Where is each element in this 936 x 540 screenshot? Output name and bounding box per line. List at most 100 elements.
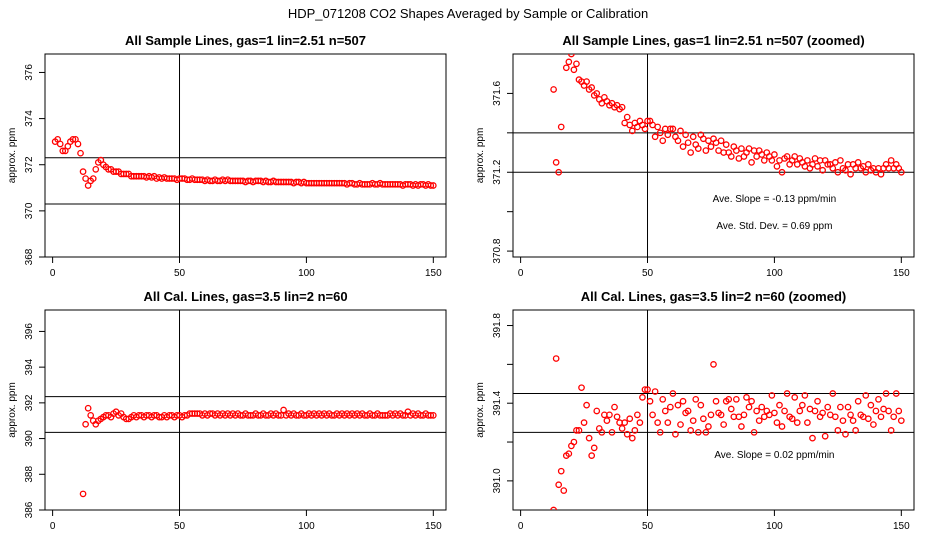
data-point: [651, 388, 659, 395]
x-tick-label: 150: [425, 268, 442, 279]
chart-panel-2: All Sample Lines, gas=1 lin=2.51 n=507 (…: [475, 33, 915, 279]
data-point: [641, 125, 649, 133]
data-point: [842, 166, 849, 174]
data-point: [656, 129, 664, 137]
data-point: [613, 413, 621, 421]
data-point: [684, 139, 692, 147]
data-point: [603, 417, 611, 425]
y-tick-label: 392: [24, 394, 35, 411]
y-tick-label: 396: [24, 323, 35, 340]
data-point: [562, 64, 570, 72]
y-tick-label: 372: [24, 156, 35, 173]
data-point: [778, 168, 786, 176]
data-point: [427, 182, 435, 189]
data-point: [585, 434, 593, 442]
data-point: [877, 413, 885, 421]
data-point: [677, 421, 684, 428]
data-point: [275, 412, 282, 419]
data-point: [611, 403, 618, 411]
data-point: [748, 159, 755, 166]
data-point: [824, 403, 832, 411]
data-point: [717, 411, 725, 419]
x-tick-label: 50: [642, 268, 654, 279]
data-point: [664, 419, 672, 426]
data-point: [712, 397, 720, 405]
data-point: [849, 417, 857, 425]
data-point: [654, 419, 662, 426]
data-point: [573, 427, 580, 434]
data-point: [852, 427, 859, 434]
data-point: [892, 390, 900, 397]
data-point: [560, 487, 568, 494]
y-tick-label: 386: [24, 501, 35, 518]
x-tick-label: 50: [174, 268, 186, 279]
data-point: [814, 397, 821, 405]
x-tick-label: 100: [298, 268, 315, 279]
x-tick-label: 0: [50, 521, 56, 532]
data-point: [557, 123, 565, 131]
x-tick-label: 150: [425, 521, 442, 532]
data-point: [745, 403, 753, 411]
data-point: [768, 157, 776, 164]
data-point: [631, 427, 639, 434]
data-point: [753, 407, 760, 415]
data-point: [682, 131, 689, 139]
data-point: [819, 409, 826, 417]
data-point: [834, 427, 842, 434]
data-point: [819, 166, 826, 174]
data-point: [727, 153, 735, 160]
data-point: [684, 407, 692, 415]
data-point: [743, 394, 750, 401]
data-point: [722, 141, 730, 149]
data-point: [674, 137, 682, 145]
data-point: [590, 444, 598, 452]
panel-title: All Cal. Lines, gas=3.5 lin=2 n=60 (zoom…: [581, 289, 847, 304]
data-point: [778, 423, 786, 430]
data-point: [89, 175, 97, 182]
data-point: [659, 395, 667, 403]
data-point: [771, 151, 778, 158]
data-point: [84, 404, 92, 412]
data-point: [771, 409, 778, 417]
panel-title: All Sample Lines, gas=1 lin=2.51 n=507 (…: [562, 33, 864, 48]
data-points: [79, 404, 437, 498]
data-point: [877, 170, 885, 178]
data-points: [51, 136, 437, 189]
data-point: [679, 143, 687, 150]
data-point: [776, 401, 783, 409]
data-point: [552, 159, 560, 166]
x-tick-label: 150: [893, 521, 910, 532]
data-point: [783, 390, 791, 397]
x-tick-label: 100: [766, 268, 783, 279]
y-axis-label: approx. ppm: [7, 128, 18, 184]
data-point: [791, 394, 799, 401]
data-point: [87, 412, 95, 419]
data-point: [864, 415, 872, 423]
data-point: [864, 161, 872, 168]
data-point: [664, 131, 672, 139]
x-tick-label: 50: [642, 521, 654, 532]
y-tick-label: 370.8: [492, 238, 503, 263]
data-point: [895, 407, 903, 415]
data-point: [593, 90, 601, 97]
data-point: [705, 423, 712, 430]
data-point: [92, 165, 100, 173]
data-point: [811, 407, 819, 415]
data-point: [654, 123, 662, 131]
data-point: [429, 412, 437, 419]
y-tick-label: 376: [24, 64, 35, 81]
data-point: [427, 412, 435, 419]
data-point: [550, 86, 557, 93]
data-point: [750, 428, 758, 436]
data-point: [588, 84, 596, 91]
data-point: [606, 411, 613, 419]
plot-frame: [512, 309, 915, 511]
data-point: [565, 450, 573, 458]
data-point: [580, 419, 588, 426]
data-point: [687, 149, 695, 156]
data-point: [82, 420, 89, 428]
data-point: [804, 419, 811, 426]
data-point: [842, 430, 849, 438]
data-point: [738, 145, 745, 152]
